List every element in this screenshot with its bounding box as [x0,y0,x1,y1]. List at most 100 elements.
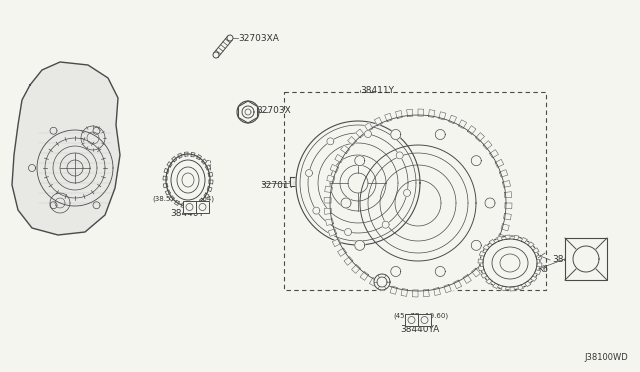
Polygon shape [493,283,499,288]
Polygon shape [214,36,232,57]
Polygon shape [360,272,369,280]
Polygon shape [486,253,495,261]
Polygon shape [499,170,508,177]
Polygon shape [356,129,364,138]
Text: x10: x10 [392,276,409,285]
Polygon shape [481,273,487,278]
Polygon shape [401,289,408,296]
Polygon shape [324,109,512,297]
Bar [196,201,209,213]
Text: 32701Y: 32701Y [260,180,294,189]
Polygon shape [332,239,341,247]
Ellipse shape [492,247,528,279]
Text: 38453Y: 38453Y [552,256,586,264]
Polygon shape [341,198,351,208]
Polygon shape [429,110,435,118]
Text: J38100WD: J38100WD [584,353,628,362]
Polygon shape [391,129,401,140]
Polygon shape [344,228,351,235]
Bar [418,314,431,326]
Bar [405,314,418,326]
Polygon shape [532,248,539,253]
Polygon shape [531,276,537,281]
Polygon shape [501,224,509,231]
Polygon shape [504,192,512,198]
Polygon shape [521,238,527,243]
Polygon shape [505,203,512,209]
Polygon shape [486,279,492,284]
Polygon shape [485,198,495,208]
Polygon shape [237,101,259,123]
Polygon shape [518,285,524,290]
Polygon shape [479,261,488,269]
Polygon shape [483,245,490,250]
Text: (45×75×19.60): (45×75×19.60) [393,313,448,319]
Polygon shape [510,287,515,291]
Bar [565,238,607,280]
Polygon shape [412,290,418,297]
Polygon shape [479,251,485,256]
Polygon shape [536,255,541,260]
Ellipse shape [177,167,199,193]
Polygon shape [396,152,403,159]
Polygon shape [305,170,312,177]
Polygon shape [344,257,353,265]
Polygon shape [308,124,432,248]
Bar [183,201,196,213]
Polygon shape [396,110,403,119]
Polygon shape [490,150,499,158]
Polygon shape [365,122,373,131]
Polygon shape [327,138,334,145]
Text: (38.5×67×16.64): (38.5×67×16.64) [152,196,214,202]
Polygon shape [355,240,365,250]
Polygon shape [328,229,337,236]
Polygon shape [537,263,542,267]
Polygon shape [374,274,390,290]
Polygon shape [12,62,120,235]
Polygon shape [514,235,519,240]
Polygon shape [573,246,599,272]
Polygon shape [355,155,365,166]
Polygon shape [434,288,440,295]
Polygon shape [444,284,451,293]
Polygon shape [449,115,456,124]
Polygon shape [374,117,382,126]
Polygon shape [497,234,506,241]
Text: K6: K6 [538,266,548,275]
Text: 38411Y: 38411Y [360,86,394,94]
Polygon shape [454,280,461,289]
Polygon shape [382,221,389,228]
Polygon shape [326,219,333,225]
Polygon shape [330,164,339,172]
Polygon shape [504,214,511,220]
Polygon shape [458,120,467,129]
Polygon shape [239,101,257,123]
Polygon shape [463,275,472,283]
Polygon shape [313,207,320,214]
Polygon shape [418,109,424,116]
Polygon shape [534,270,541,275]
Polygon shape [391,266,401,276]
Polygon shape [360,145,476,261]
Polygon shape [489,240,495,245]
Polygon shape [439,112,446,120]
Polygon shape [478,259,483,263]
Polygon shape [565,238,607,280]
Polygon shape [495,159,504,167]
Polygon shape [476,133,484,141]
Polygon shape [506,235,510,239]
Polygon shape [351,264,360,273]
Polygon shape [492,243,501,251]
Polygon shape [324,197,331,203]
Ellipse shape [171,160,205,200]
Circle shape [213,52,219,58]
Text: 38440Y: 38440Y [170,208,204,218]
Polygon shape [385,113,392,122]
Polygon shape [390,286,397,294]
Polygon shape [467,126,476,135]
Polygon shape [472,268,481,277]
Polygon shape [406,109,413,117]
Polygon shape [403,189,410,196]
Text: 32703X: 32703X [256,106,291,115]
Polygon shape [340,145,349,154]
